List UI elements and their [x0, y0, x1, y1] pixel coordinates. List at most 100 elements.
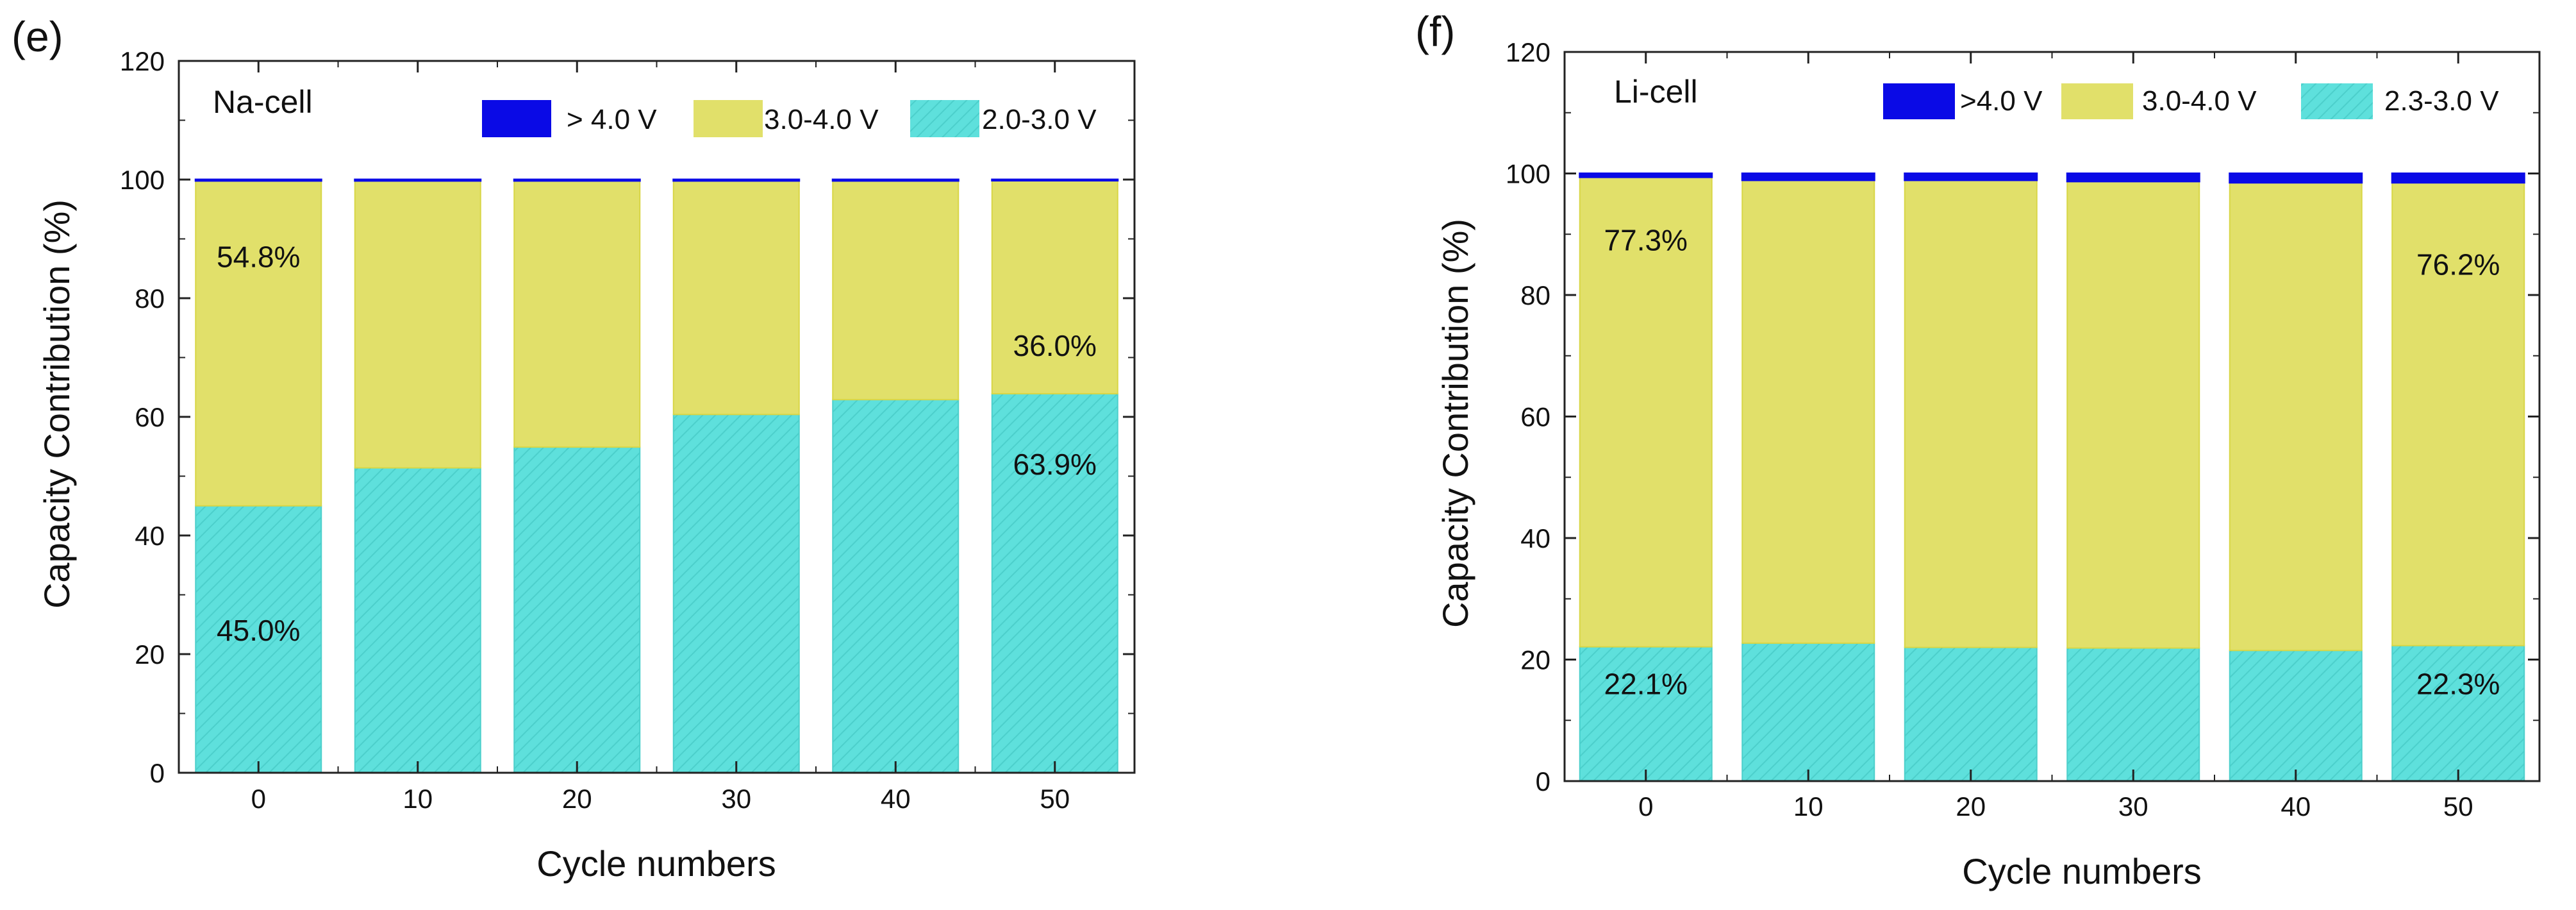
- chart-li-cell: (f) Capacity Contribution (%) Cycle numb…: [1415, 8, 2541, 891]
- y-axis-label: Capacity Contribution (%): [1435, 219, 1475, 628]
- x-tick-label: 10: [403, 784, 433, 814]
- bar-4-0-v-cycle-50: [2391, 173, 2525, 184]
- data-label: 22.3%: [2416, 667, 2500, 700]
- bar-4-0-v-cycle-20: [513, 178, 641, 182]
- bar-2-0-3-0-v-cycle-40: [832, 399, 960, 773]
- axes-layer: 0 20 40 60 80 100 120 0 10 20 30 40 50: [120, 46, 1134, 814]
- bar-3-0-4-0-v-cycle-50: [2391, 181, 2525, 646]
- legend-label-3-4v: 3.0-4.0 V: [2142, 85, 2257, 117]
- legend-label-3-4v: 3.0-4.0 V: [764, 104, 879, 135]
- bar-4-0-v-cycle-10: [354, 178, 482, 182]
- y-tick-label: 0: [1536, 766, 1550, 796]
- bar-2-3-3-0-v-cycle-20: [1904, 646, 2038, 782]
- x-tick-label: 10: [1793, 791, 1824, 822]
- x-tick-label: 0: [1638, 791, 1653, 822]
- bars-layer: [194, 178, 1119, 773]
- y-tick-label: 100: [120, 165, 165, 195]
- bar-3-0-4-0-v-cycle-30: [2066, 180, 2200, 649]
- annotations-layer: 77.3% 22.1% 76.2% 22.3%: [1604, 224, 2500, 701]
- y-tick-label: 20: [135, 639, 165, 670]
- bar-4-0-v-cycle-50: [991, 178, 1119, 181]
- legend-label-2-3v: 2.3-3.0 V: [2384, 85, 2499, 117]
- bars-layer: [1579, 173, 2525, 782]
- panel-label: (e): [12, 13, 63, 60]
- bar-4-0-v-cycle-40: [2229, 173, 2363, 184]
- bar-4-0-v-cycle-40: [831, 178, 960, 182]
- legend-label-above-4v: > 4.0 V: [567, 104, 657, 135]
- bar-2-0-3-0-v-cycle-10: [354, 467, 481, 773]
- x-tick-label: 20: [1956, 791, 1986, 822]
- x-tick-label: 20: [562, 784, 592, 814]
- bar-2-0-3-0-v-cycle-50: [991, 392, 1118, 773]
- bar-3-0-4-0-v-cycle-40: [832, 180, 960, 401]
- y-tick-label: 100: [1506, 159, 1550, 189]
- bar-3-0-4-0-v-cycle-10: [354, 180, 481, 469]
- y-tick-label: 80: [1520, 280, 1550, 310]
- y-tick-label: 60: [135, 402, 165, 432]
- cell-title: Li-cell: [1614, 74, 1698, 110]
- bar-3-0-4-0-v-cycle-0: [195, 180, 322, 507]
- x-tick-label: 50: [1040, 784, 1070, 814]
- bar-4-0-v-cycle-30: [2066, 173, 2200, 183]
- plot-frame: [178, 60, 1136, 774]
- bar-2-3-3-0-v-cycle-0: [1579, 646, 1713, 782]
- x-tick-label: 40: [881, 784, 911, 814]
- data-label: 63.9%: [1013, 448, 1097, 481]
- bar-3-0-4-0-v-cycle-10: [1741, 179, 1875, 644]
- x-axis-label: Cycle numbers: [536, 843, 776, 884]
- bar-2-0-3-0-v-cycle-0: [195, 505, 322, 773]
- x-tick-label: 30: [2118, 791, 2148, 822]
- legend-swatch-2-3v: [2301, 83, 2373, 119]
- legend-swatch-2-3v: [910, 100, 979, 137]
- bar-3-0-4-0-v-cycle-20: [1904, 179, 2038, 648]
- y-tick-label: 20: [1520, 645, 1550, 675]
- y-tick-label: 0: [150, 758, 165, 788]
- x-tick-label: 50: [2443, 791, 2473, 822]
- bar-2-0-3-0-v-cycle-30: [672, 414, 800, 773]
- bar-2-3-3-0-v-cycle-50: [2391, 645, 2525, 782]
- bar-2-3-3-0-v-cycle-40: [2229, 650, 2363, 782]
- bar-3-0-4-0-v-cycle-30: [672, 180, 800, 416]
- data-label: 76.2%: [2416, 248, 2500, 282]
- bar-4-0-v-cycle-30: [672, 178, 801, 182]
- bar-3-0-4-0-v-cycle-0: [1579, 176, 1713, 648]
- y-tick-label: 40: [135, 521, 165, 551]
- y-tick-label: 80: [135, 283, 165, 314]
- cell-title: Na-cell: [213, 84, 313, 120]
- bar-3-0-4-0-v-cycle-20: [513, 180, 641, 448]
- data-label: 36.0%: [1013, 329, 1097, 362]
- bar-2-3-3-0-v-cycle-10: [1741, 642, 1875, 782]
- x-tick-label: 30: [721, 784, 751, 814]
- legend-swatch-3-4v: [694, 100, 763, 137]
- x-tick-label: 40: [2281, 791, 2311, 822]
- data-label: 54.8%: [217, 240, 300, 273]
- legend-swatch-above-4v: [482, 100, 551, 137]
- axes-layer: 0 20 40 60 80 100 120 0 10 20 30 40 50: [1506, 37, 2539, 822]
- y-tick-label: 120: [120, 46, 165, 76]
- legend: >4.0 V 3.0-4.0 V 2.3-3.0 V: [1883, 83, 2499, 119]
- y-axis-label: Capacity Contribution (%): [37, 199, 77, 609]
- legend: > 4.0 V 3.0-4.0 V 2.0-3.0 V: [482, 100, 1097, 137]
- data-label: 45.0%: [217, 614, 300, 647]
- legend-label-2-3v: 2.0-3.0 V: [982, 104, 1097, 135]
- bar-4-0-v-cycle-10: [1741, 173, 1875, 181]
- data-label: 77.3%: [1604, 224, 1688, 257]
- legend-swatch-above-4v: [1883, 83, 1955, 119]
- y-tick-label: 120: [1506, 37, 1550, 67]
- data-label: 22.1%: [1604, 667, 1688, 700]
- annotations-layer: 54.8% 45.0% 36.0% 63.9%: [217, 240, 1097, 647]
- bar-4-0-v-cycle-20: [1904, 173, 2038, 181]
- x-axis-label: Cycle numbers: [1962, 851, 2201, 891]
- chart-na-cell: (e) Capacity Contribution (%) Cycle numb…: [12, 13, 1136, 884]
- y-tick-label: 40: [1520, 523, 1550, 553]
- y-tick-label: 60: [1520, 402, 1550, 432]
- legend-label-above-4v: >4.0 V: [1960, 85, 2043, 117]
- x-tick-label: 0: [251, 784, 266, 814]
- bar-2-0-3-0-v-cycle-20: [513, 446, 641, 773]
- bar-3-0-4-0-v-cycle-40: [2229, 181, 2363, 652]
- panel-label: (f): [1415, 8, 1455, 55]
- bar-4-0-v-cycle-0: [194, 178, 322, 182]
- bar-2-3-3-0-v-cycle-30: [2066, 647, 2200, 782]
- legend-swatch-3-4v: [2061, 83, 2133, 119]
